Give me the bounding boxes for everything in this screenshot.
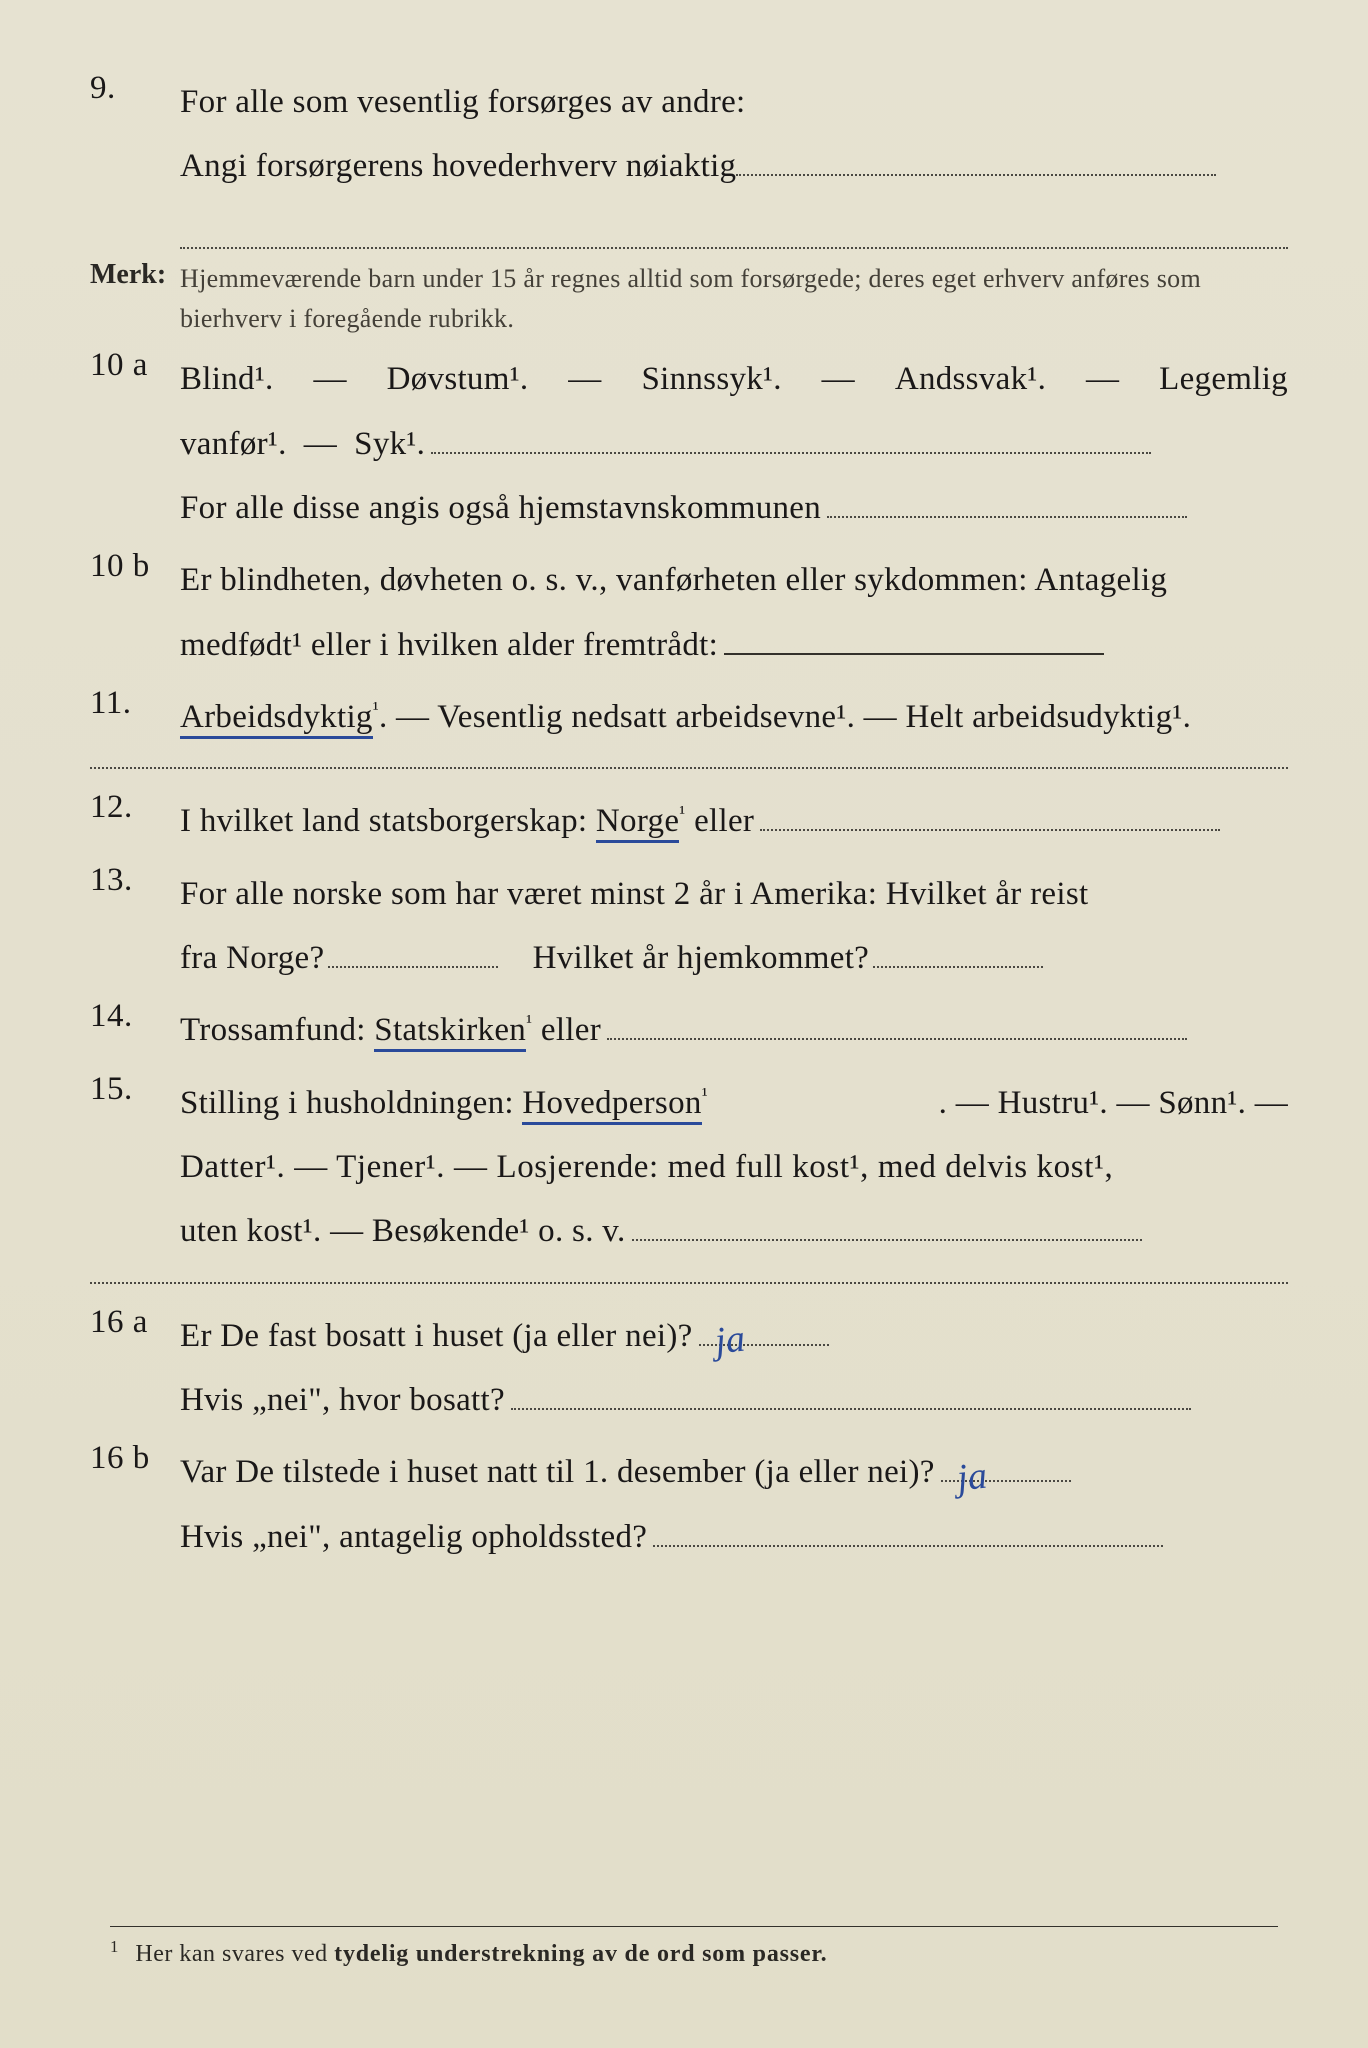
q12-post: eller [686, 803, 755, 839]
q16a-number: 16 a [90, 1304, 180, 1341]
q9-body: For alle som vesentlig forsørges av andr… [180, 70, 1288, 199]
question-16b: 16 b Var De tilstede i huset natt til 1.… [90, 1440, 1288, 1569]
q16b-line1: Var De tilstede i huset natt til 1. dese… [180, 1454, 935, 1490]
opt-blind: Blind¹. [180, 347, 274, 411]
census-form-page: 9. For alle som vesentlig forsørges av a… [0, 0, 1368, 2048]
question-16a: 16 a Er De fast bosatt i huset (ja eller… [90, 1304, 1288, 1433]
q11-underlined: Arbeidsdyktig [180, 699, 373, 739]
q13-number: 13. [90, 862, 180, 899]
fill-line[interactable] [724, 626, 1104, 654]
q16a-line1: Er De fast bosatt i huset (ja eller nei)… [180, 1318, 693, 1354]
q13-line2b: Hvilket år hjemkommet? [533, 940, 870, 976]
question-12: 12. I hvilket land statsborgerskap: Norg… [90, 789, 1288, 853]
question-14: 14. Trossamfund: Statskirken¹ eller [90, 998, 1288, 1062]
q14-post: eller [532, 1012, 601, 1048]
q15-underlined: Hovedperson [522, 1085, 701, 1125]
sup: ¹ [702, 1084, 708, 1106]
opt-legemlig: Legemlig [1159, 347, 1288, 411]
dash: — [822, 347, 855, 411]
footnote-sup: 1 [110, 1937, 119, 1956]
section-divider [90, 1282, 1288, 1284]
fill-line[interactable] [180, 201, 1288, 249]
fill-line[interactable] [431, 425, 1151, 453]
q16b-body: Var De tilstede i huset natt til 1. dese… [180, 1440, 1288, 1569]
q10b-body: Er blindheten, døvheten o. s. v., vanfør… [180, 548, 1288, 677]
opt-andssvak: Andssvak¹. [895, 347, 1046, 411]
q16a-body: Er De fast bosatt i huset (ja eller nei)… [180, 1304, 1288, 1433]
dash: — [313, 347, 346, 411]
q16a-line2: Hvis „nei", hvor bosatt? [180, 1382, 505, 1418]
q15-body: Stilling i husholdningen: Hovedperson¹ .… [180, 1071, 1288, 1264]
section-divider [90, 767, 1288, 769]
fill-line[interactable] [873, 940, 1043, 968]
footnote: 1 Her kan svares ved tydelig understrekn… [110, 1926, 1278, 1968]
q14-pre: Trossamfund: [180, 1012, 374, 1048]
footnote-bold: tydelig understrekning av de ord som pas… [334, 1941, 827, 1967]
question-11: 11. Arbeidsdyktig¹. — Vesentlig nedsatt … [90, 685, 1288, 749]
q15-pre: Stilling i husholdningen: [180, 1085, 522, 1121]
q16b-number: 16 b [90, 1440, 180, 1477]
q10a-line3: For alle disse angis også hjemstavnskomm… [180, 490, 821, 526]
fill-line[interactable] [328, 940, 498, 968]
dash: — [1086, 347, 1119, 411]
q12-body: I hvilket land statsborgerskap: Norge¹ e… [180, 789, 1288, 853]
q9-number: 9. [90, 70, 180, 107]
q11-body: Arbeidsdyktig¹. — Vesentlig nedsatt arbe… [180, 685, 1288, 749]
q14-body: Trossamfund: Statskirken¹ eller [180, 998, 1288, 1062]
opt-syk: Syk¹. [354, 426, 425, 462]
fill-line[interactable] [760, 803, 1220, 831]
question-13: 13. For alle norske som har været minst … [90, 862, 1288, 991]
q10b-number: 10 b [90, 548, 180, 585]
q15-line3: uten kost¹. — Besøkende¹ o. s. v. [180, 1213, 626, 1249]
q12-underlined: Norge [596, 803, 679, 843]
q11-number: 11. [90, 685, 180, 722]
q9-line2: Angi forsørgerens hovederhverv nøiaktig [180, 148, 736, 184]
q15-rest1: . — Hustru¹. — Sønn¹. — [939, 1071, 1288, 1135]
q12-number: 12. [90, 789, 180, 826]
q15-number: 15. [90, 1071, 180, 1108]
merk-text: Hjemmeværende barn under 15 år regnes al… [180, 259, 1288, 340]
q9-line1: For alle som vesentlig forsørges av andr… [180, 84, 746, 120]
q15-line2: Datter¹. — Tjener¹. — Losjerende: med fu… [180, 1149, 1113, 1185]
fill-line[interactable]: ja [699, 1317, 829, 1345]
q10a-number: 10 a [90, 347, 180, 384]
merk-note: Merk: Hjemmeværende barn under 15 år reg… [90, 259, 1288, 340]
q16b-line2: Hvis „nei", antagelig opholdssted? [180, 1519, 647, 1555]
opt-dovstum: Døvstum¹. [387, 347, 529, 411]
question-15: 15. Stilling i husholdningen: Hovedperso… [90, 1071, 1288, 1264]
q12-pre: I hvilket land statsborgerskap: [180, 803, 596, 839]
merk-label: Merk: [90, 259, 180, 291]
fill-line[interactable] [632, 1213, 1142, 1241]
fill-line[interactable] [653, 1518, 1163, 1546]
fill-line[interactable] [736, 148, 1216, 176]
fill-line[interactable] [827, 490, 1187, 518]
opt-vanfor: vanfør¹. [180, 426, 287, 462]
q14-underlined: Statskirken [374, 1012, 526, 1052]
fill-line[interactable] [607, 1012, 1187, 1040]
handwritten-answer: ja [953, 1439, 991, 1516]
handwritten-answer: ja [711, 1302, 749, 1379]
q13-line2a: fra Norge? [180, 940, 324, 976]
q13-line1: For alle norske som har været minst 2 år… [180, 876, 1088, 912]
opt-sinnssyk: Sinnssyk¹. [641, 347, 781, 411]
question-10b: 10 b Er blindheten, døvheten o. s. v., v… [90, 548, 1288, 677]
fill-line[interactable]: ja [941, 1454, 1071, 1482]
question-10a: 10 a Blind¹. — Døvstum¹. — Sinnssyk¹. — … [90, 347, 1288, 540]
fill-line[interactable] [511, 1382, 1191, 1410]
q14-number: 14. [90, 998, 180, 1035]
question-9: 9. For alle som vesentlig forsørges av a… [90, 70, 1288, 199]
q10a-body: Blind¹. — Døvstum¹. — Sinnssyk¹. — Andss… [180, 347, 1288, 540]
q11-rest: . — Vesentlig nedsatt arbeidsevne¹. — He… [379, 699, 1191, 735]
dash: — [568, 347, 601, 411]
q13-body: For alle norske som har været minst 2 år… [180, 862, 1288, 991]
footnote-pre: Her kan svares ved [135, 1941, 334, 1967]
